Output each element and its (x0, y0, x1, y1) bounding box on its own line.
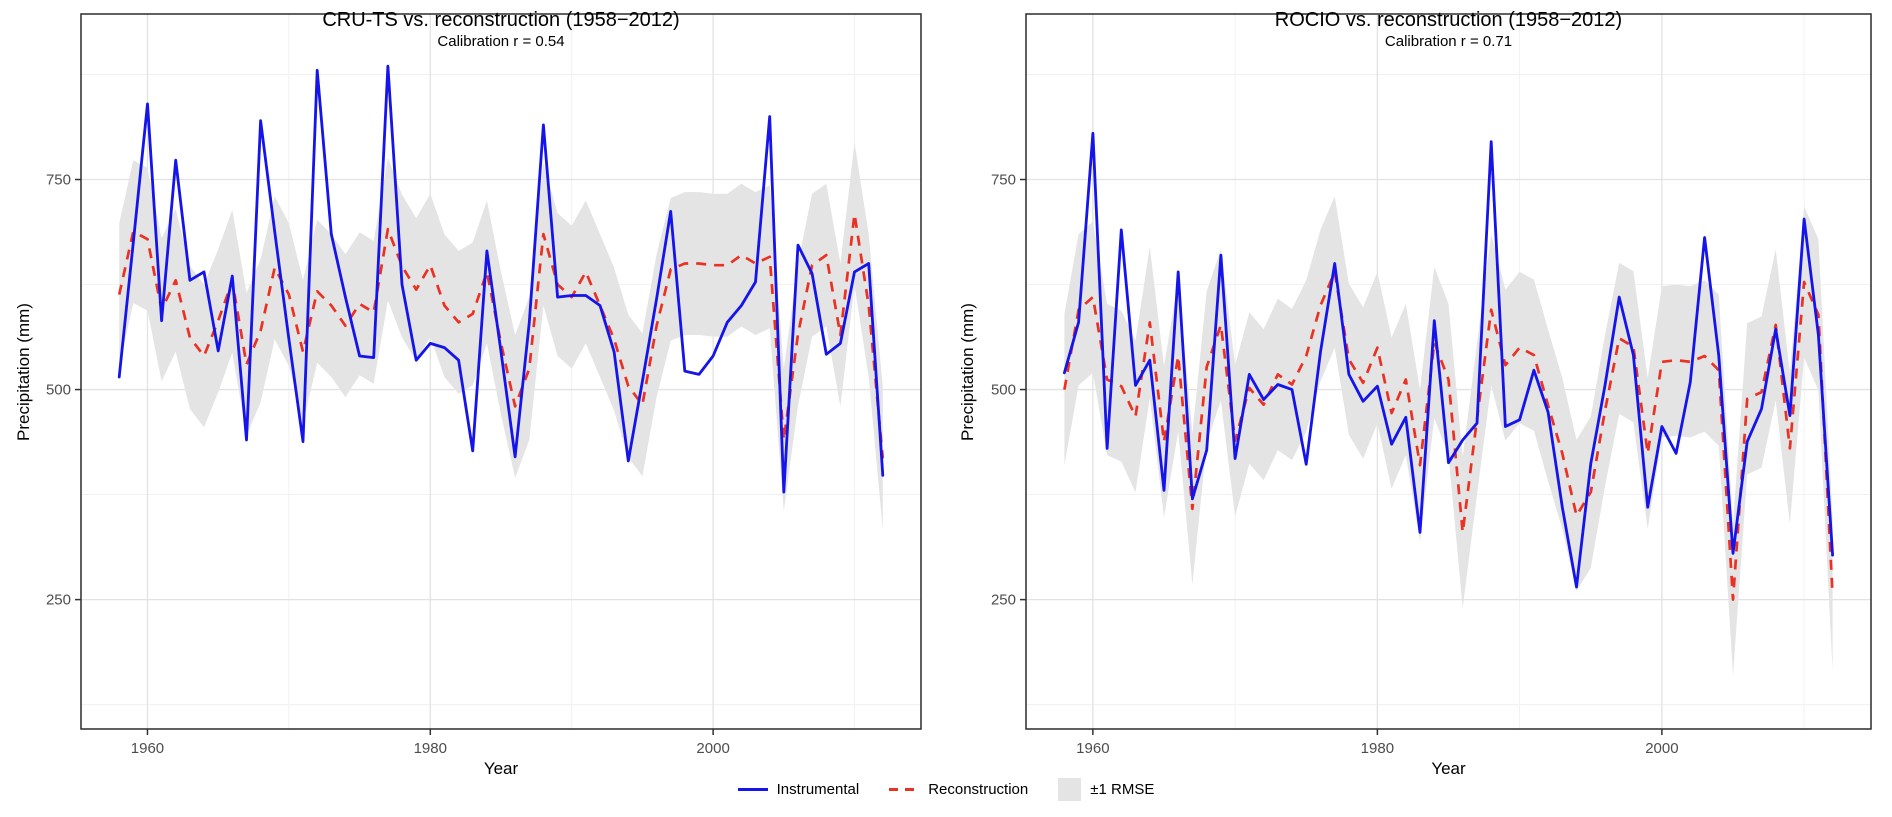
panel-right-title: ROCIO vs. reconstruction (1958−2012) (1274, 9, 1623, 31)
x-tick-label: 1960 (1076, 740, 1109, 757)
reconstruction-line (1063, 270, 1834, 601)
y-tick-label: 250 (46, 592, 71, 609)
x-tick-label: 1980 (414, 740, 447, 757)
x-axis-title-left: Year (483, 759, 519, 778)
panel-border (80, 13, 922, 730)
panel-border (1025, 13, 1872, 730)
y-axis-title-left: Precipitation (mm) (14, 303, 33, 441)
legend-item-reconstruction: Reconstruction (889, 781, 1028, 798)
rmse-band (1064, 196, 1833, 676)
y-tick-label: 500 (46, 382, 71, 399)
instrumental-line-key-icon (737, 787, 768, 791)
legend-label: ±1 RMSE (1090, 780, 1155, 798)
legend-item-rmse: ±1 RMSE (1058, 777, 1155, 801)
x-axis-title-right: Year (1431, 759, 1466, 778)
x-tick-label: 1980 (1361, 740, 1394, 757)
instrumental-line (1063, 131, 1834, 589)
rmse-band (119, 142, 883, 530)
legend: Instrumental Reconstruction ±1 RMSE (0, 774, 1892, 804)
panel-right-subtitle: Calibration r = 0.71 (1384, 33, 1513, 50)
y-tick-label: 750 (46, 172, 71, 189)
legend-label: Reconstruction (928, 780, 1029, 798)
x-tick-label: 1960 (131, 740, 164, 757)
panel-left-title: CRU-TS vs. reconstruction (1958−2012) (322, 9, 680, 31)
legend-label: Instrumental (776, 780, 860, 798)
y-tick-label: 500 (991, 382, 1016, 399)
rmse-band-key-icon (1058, 777, 1082, 801)
x-tick-label: 2000 (1645, 740, 1678, 757)
y-tick-label: 750 (991, 172, 1016, 189)
y-axis-title-right: Precipitation (mm) (958, 303, 977, 441)
instrumental-line (117, 64, 885, 494)
legend-item-instrumental: Instrumental (737, 780, 860, 798)
panel-left-subtitle: Calibration r = 0.54 (437, 33, 565, 50)
reconstruction-line-key-icon (889, 787, 920, 791)
y-tick-label: 250 (991, 592, 1016, 609)
x-tick-label: 2000 (696, 740, 729, 757)
